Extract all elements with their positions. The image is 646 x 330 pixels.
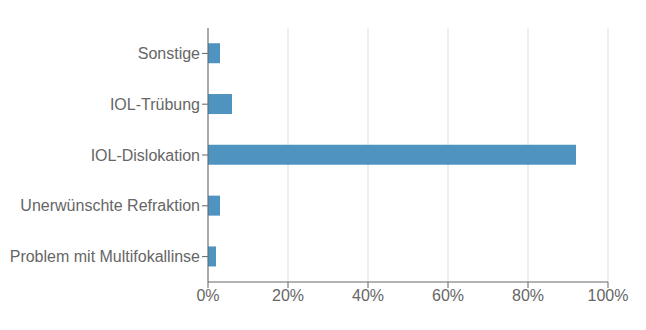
svg-text:100%: 100%: [588, 287, 629, 304]
svg-text:Problem mit Multifokallinse: Problem mit Multifokallinse: [10, 248, 200, 265]
svg-text:0%: 0%: [196, 287, 219, 304]
svg-text:IOL-Dislokation: IOL-Dislokation: [91, 147, 200, 164]
svg-text:Unerwünschte Refraktion: Unerwünschte Refraktion: [20, 197, 200, 214]
svg-text:20%: 20%: [272, 287, 304, 304]
svg-text:40%: 40%: [352, 287, 384, 304]
svg-text:80%: 80%: [512, 287, 544, 304]
svg-text:IOL-Trübung: IOL-Trübung: [110, 96, 200, 113]
svg-text:60%: 60%: [432, 287, 464, 304]
svg-text:Sonstige: Sonstige: [138, 45, 200, 62]
